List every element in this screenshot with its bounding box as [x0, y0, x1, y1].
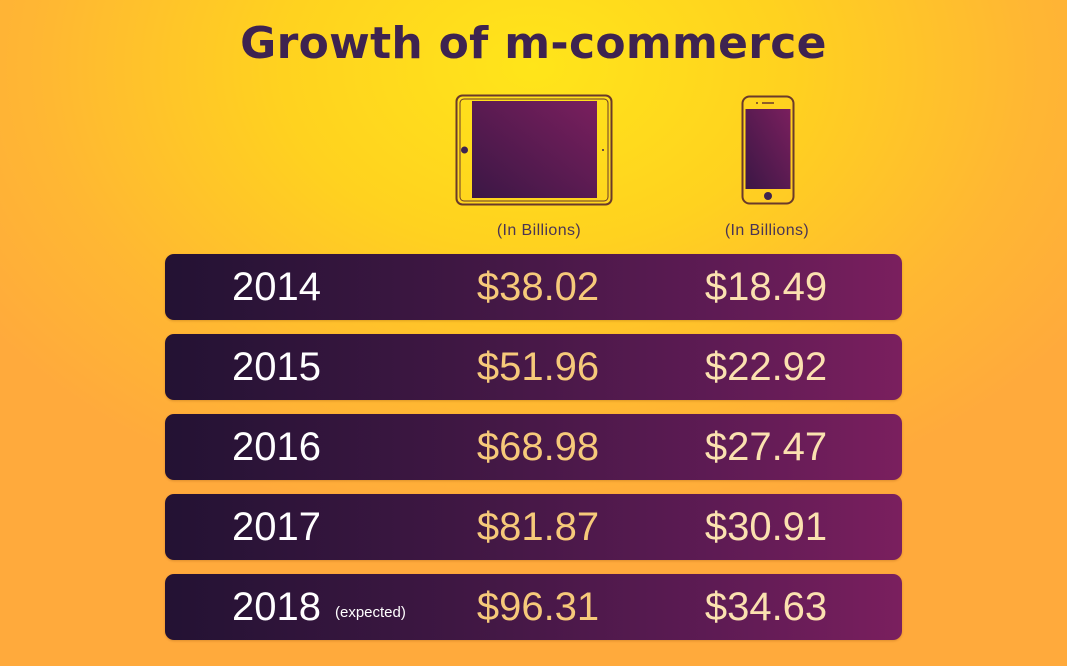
year-label: 2018 [232, 585, 321, 629]
year-cell: 2018 (expected) [232, 585, 406, 630]
data-rows: 2014 $38.02 $18.49 2015 $51.96 $22.92 20… [165, 254, 902, 654]
tablet-value: $51.96 [476, 345, 600, 389]
year-label: 2014 [232, 265, 321, 309]
phone-value: $22.92 [704, 345, 828, 389]
chart-title: Growth of m-commerce [240, 18, 827, 69]
phone-value: $34.63 [704, 585, 828, 629]
phone-value: $30.91 [704, 505, 828, 549]
table-row: 2015 $51.96 $22.92 [165, 334, 902, 400]
phone-unit-label: (In Billions) [724, 222, 810, 239]
smartphone-icon [741, 95, 795, 205]
tablet-value: $96.31 [476, 585, 600, 629]
year-label: 2017 [232, 505, 321, 549]
year-cell: 2014 [232, 265, 335, 310]
year-cell: 2017 [232, 505, 335, 550]
table-row: 2016 $68.98 $27.47 [165, 414, 902, 480]
year-cell: 2015 [232, 345, 335, 390]
tablet-icon [455, 94, 613, 206]
phone-value: $18.49 [704, 265, 828, 309]
year-label: 2016 [232, 425, 321, 469]
tablet-unit-label: (In Billions) [496, 222, 582, 239]
phone-value: $27.47 [704, 425, 828, 469]
year-label: 2015 [232, 345, 321, 389]
table-row: 2014 $38.02 $18.49 [165, 254, 902, 320]
table-row: 2017 $81.87 $30.91 [165, 494, 902, 560]
year-cell: 2016 [232, 425, 335, 470]
table-row: 2018 (expected) $96.31 $34.63 [165, 574, 902, 640]
tablet-value: $68.98 [476, 425, 600, 469]
year-note: (expected) [334, 604, 406, 621]
tablet-value: $81.87 [476, 505, 600, 549]
tablet-value: $38.02 [476, 265, 600, 309]
